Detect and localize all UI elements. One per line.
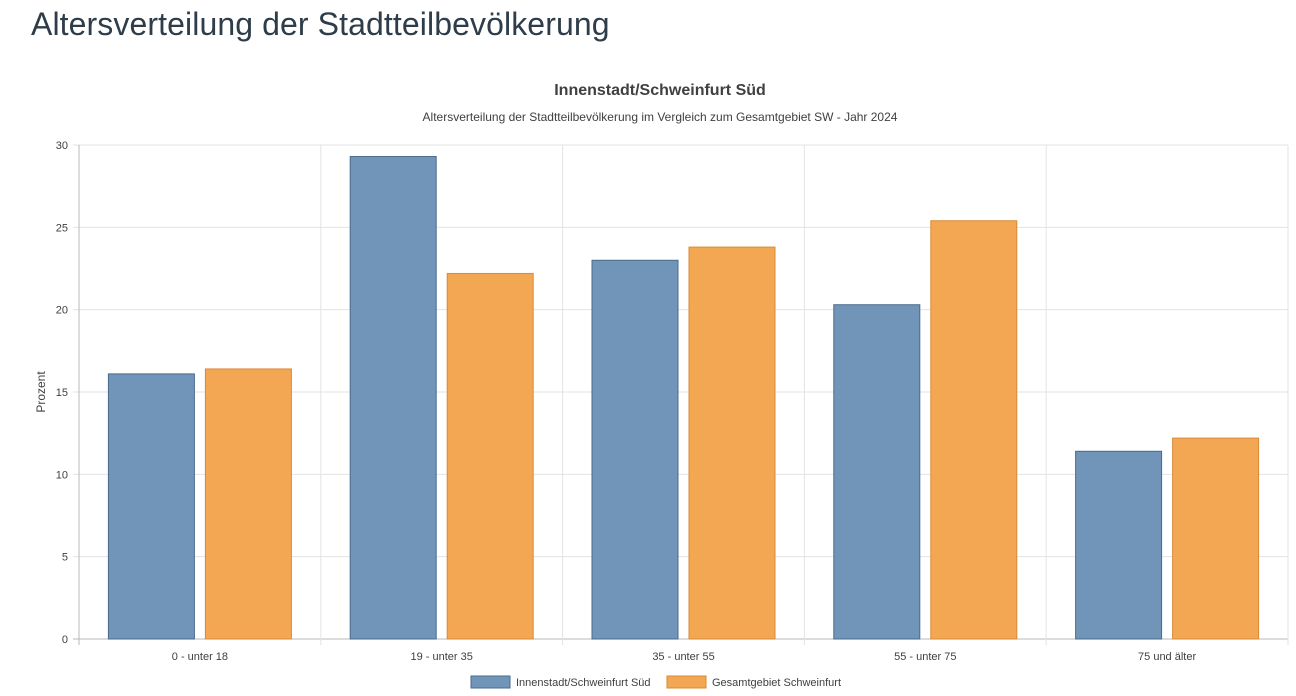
bar-gesamtgebiet[interactable] [1172, 437, 1260, 640]
x-tick-label: 0 - unter 18 [172, 651, 228, 663]
bar-gesamtgebiet[interactable] [446, 272, 534, 640]
y-axis-label: Prozent [34, 371, 48, 413]
y-tick-label: 15 [56, 387, 68, 399]
bar-innenstadt[interactable] [591, 259, 679, 640]
x-tick-label: 35 - unter 55 [652, 651, 714, 663]
y-tick-label: 25 [56, 222, 68, 234]
chart-subtitle: Altersverteilung der Stadtteilbevölkerun… [423, 110, 898, 124]
y-tick-label: 30 [56, 140, 68, 152]
bar-gesamtgebiet[interactable] [688, 246, 776, 640]
legend-label[interactable]: Gesamtgebiet Schweinfurt [712, 677, 841, 689]
legend: Innenstadt/Schweinfurt Süd Gesamtgebiet S… [470, 675, 841, 689]
bar-innenstadt[interactable] [1075, 450, 1163, 640]
chart-title: Innenstadt/Schweinfurt Süd [554, 82, 766, 99]
y-tick-label: 20 [56, 305, 68, 317]
bar-innenstadt[interactable] [349, 156, 437, 640]
y-tick-label: 0 [62, 634, 68, 646]
axes: 0 5 10 15 20 25 30 0 - unter 18 19 - unter 35 35 … [56, 140, 1197, 663]
y-tick-label: 10 [56, 469, 68, 481]
x-tick-label: 75 und älter [1138, 651, 1196, 663]
bar-innenstadt[interactable] [107, 373, 195, 640]
x-tick-label: 55 - unter 75 [894, 651, 956, 663]
page-heading: Altersverteilung der Stadtteilbevölkerun… [31, 6, 610, 42]
legend-label[interactable]: Innenstadt/Schweinfurt Süd [516, 677, 651, 689]
legend-swatch[interactable] [666, 675, 707, 689]
bar-gesamtgebiet[interactable] [930, 220, 1018, 640]
bar-gesamtgebiet[interactable] [204, 368, 292, 640]
legend-swatch[interactable] [470, 675, 511, 689]
bars [107, 156, 1260, 640]
bar-innenstadt[interactable] [833, 304, 921, 640]
x-tick-label: 19 - unter 35 [411, 651, 473, 663]
y-tick-label: 5 [62, 552, 68, 564]
